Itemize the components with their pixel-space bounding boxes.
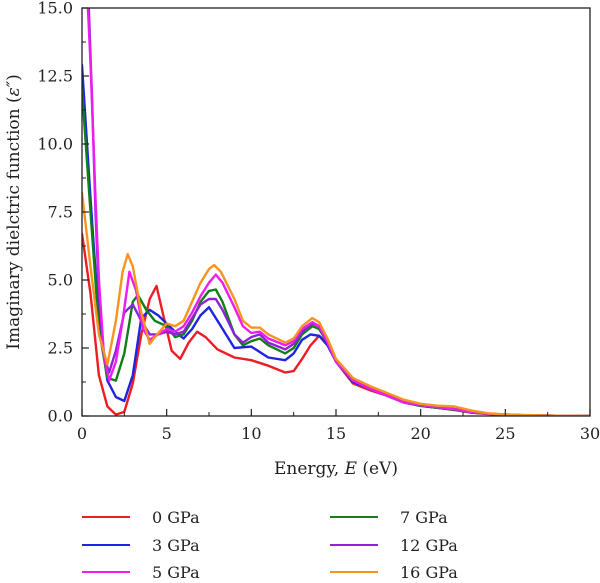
x-tick-label: 15 [326, 424, 346, 443]
series-line-5-gpa [86, 8, 590, 416]
legend-label: 3 GPa [152, 535, 200, 555]
legend-label: 16 GPa [400, 562, 458, 582]
x-tick-label: 0 [77, 424, 87, 443]
legend-swatch [82, 544, 130, 546]
legend-item-5gpa: 5 GPa [82, 561, 200, 583]
y-tick-label: 7.5 [48, 203, 73, 222]
legend-label: 7 GPa [400, 507, 448, 527]
x-tick-label: 30 [580, 424, 600, 443]
legend-label: 0 GPa [152, 507, 200, 527]
legend-swatch [330, 544, 378, 546]
x-tick-label: 5 [162, 424, 172, 443]
legend: 0 GPa 3 GPa 5 GPa 7 GPa 12 GPa 16 GPa [82, 506, 502, 583]
legend-label: 5 GPa [152, 562, 200, 582]
x-tick-label: 20 [410, 424, 430, 443]
legend-item-12gpa: 12 GPa [330, 534, 458, 556]
y-tick-label: 5.0 [48, 271, 73, 290]
series-line-16-gpa [82, 191, 590, 416]
legend-swatch [82, 571, 130, 573]
legend-label: 12 GPa [400, 535, 458, 555]
legend-item-3gpa: 3 GPa [82, 534, 200, 556]
y-axis-label: Imaginary dielctric function (ε″) [4, 74, 24, 350]
y-tick-label: 12.5 [37, 67, 73, 86]
legend-item-0gpa: 0 GPa [82, 506, 200, 528]
legend-item-16gpa: 16 GPa [330, 561, 458, 583]
legend-item-7gpa: 7 GPa [330, 506, 448, 528]
y-tick-label: 10.0 [37, 135, 73, 154]
legend-swatch [82, 516, 130, 518]
x-axis-label: Energy, E (eV) [274, 459, 398, 479]
axis-ticks: 0 5 10 15 20 25 30 0.0 2.5 5.0 7.5 10.0 12.5 15.0 [37, 0, 600, 443]
legend-swatch [330, 571, 378, 573]
y-tick-label: 2.5 [48, 339, 73, 358]
series-layer [82, 8, 590, 416]
series-line-7-gpa [82, 88, 590, 416]
y-tick-label: 0.0 [48, 407, 73, 426]
legend-swatch [330, 516, 378, 518]
x-tick-label: 25 [495, 424, 515, 443]
plot-frame [81, 7, 591, 417]
series-line-12-gpa [87, 8, 590, 416]
series-line-0-gpa [82, 232, 590, 416]
x-tick-label: 10 [241, 424, 261, 443]
y-tick-label: 15.0 [37, 0, 73, 18]
dielectric-chart: 0 5 10 15 20 25 30 0.0 2.5 5.0 7.5 10.0 12.5 15.0 Ene… [4, 0, 600, 479]
